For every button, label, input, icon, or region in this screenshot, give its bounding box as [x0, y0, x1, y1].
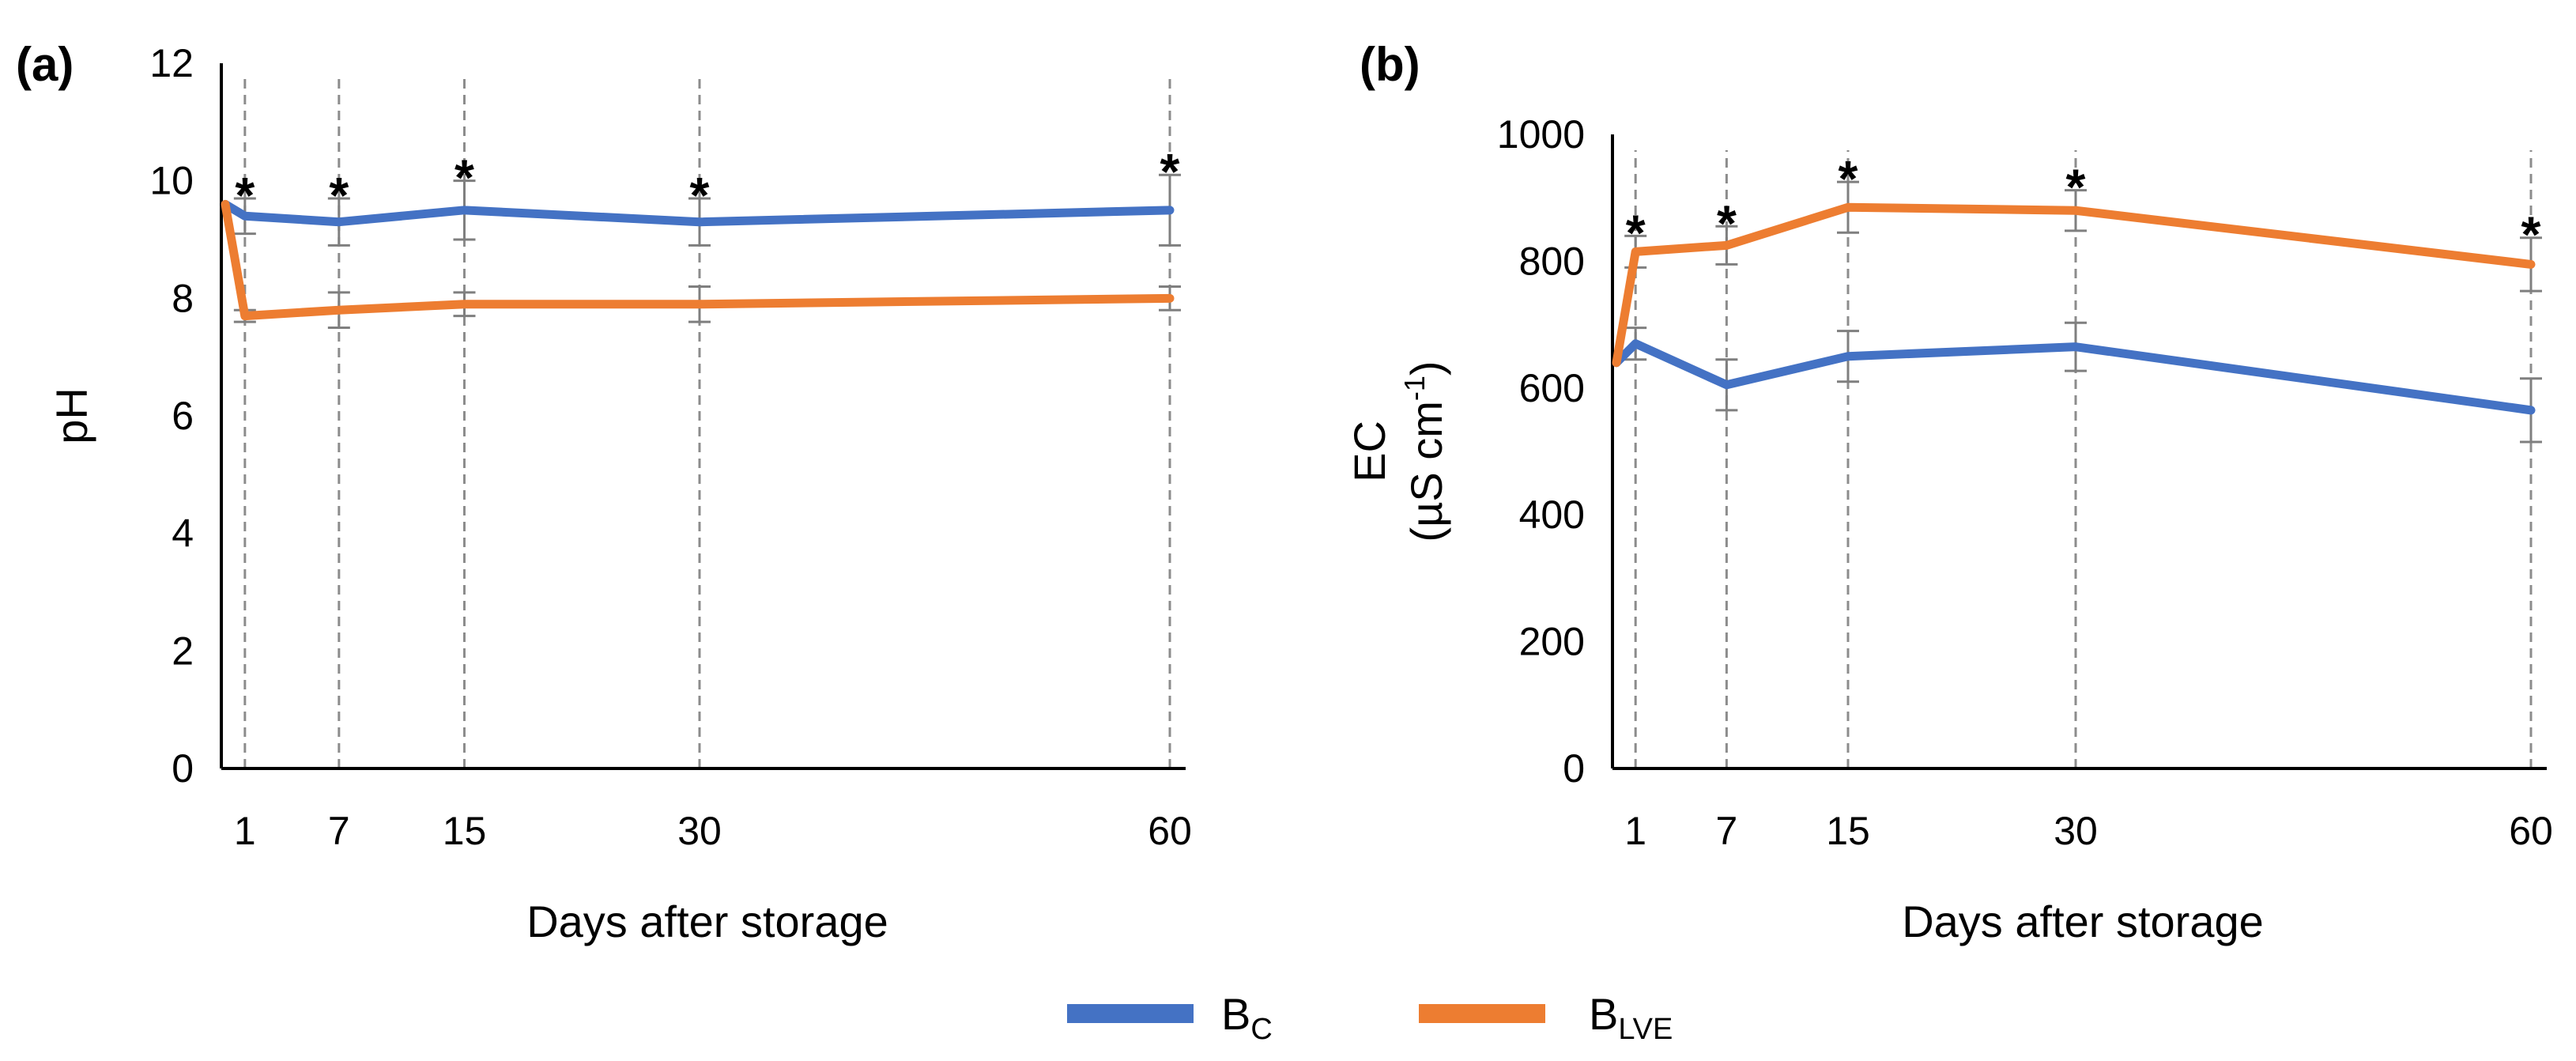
panel-b-ec-chart: (b) 0 200 400 600 800 1000 1 7 15 30 60 Days after s…: [1345, 38, 2553, 946]
panel-b-y-tick-label: 1000: [1497, 112, 1585, 157]
panel-a-x-tick-label: 7: [328, 809, 350, 853]
panel-a-significance-star: *: [454, 149, 474, 206]
legend-label-B-LVE: BLVE: [1589, 989, 1673, 1046]
panel-b-significance-star: *: [1717, 194, 1737, 251]
panel-a-ph-chart: (a) 0 2 4 6 8 10 12 1 7 15 30 60 Days after storage pH…: [16, 38, 1192, 946]
panel-b-label: (b): [1360, 38, 1420, 91]
panel-b-series-line-B_LVE: [1612, 202, 2536, 368]
panel-b-y-axis-title-line1: EC: [1345, 421, 1394, 482]
panel-b-x-tick-label: 30: [2054, 809, 2098, 853]
panel-a-y-tick-label: 10: [149, 159, 194, 203]
legend-label-base: B: [1221, 989, 1250, 1039]
panel-b-significance-star: *: [1839, 150, 1858, 207]
panel-b-y-axis-title-superscript: -1: [1398, 376, 1431, 401]
panel-b-significance-star: *: [2066, 159, 2086, 216]
panel-b-y-axis-title-close: ): [1401, 361, 1451, 376]
panel-a-x-axis-title: Days after storage: [526, 897, 888, 946]
panel-a-significance-star: *: [235, 167, 255, 224]
panel-a-y-tick-label: 12: [149, 41, 194, 85]
panel-b-x-tick-label: 7: [1715, 809, 1737, 853]
panel-a-y-tick-label: 4: [172, 512, 194, 556]
panel-a-x-tick-label: 1: [234, 809, 256, 853]
legend-label-base: B: [1589, 989, 1618, 1039]
panel-b-y-tick-label: 200: [1519, 620, 1585, 664]
panel-b-y-tick-label: 600: [1519, 366, 1585, 410]
panel-a-significance-star: *: [329, 167, 349, 224]
panel-a-y-tick-label: 8: [172, 276, 194, 320]
panel-b-y-tick-label: 800: [1519, 239, 1585, 283]
panel-b-x-tick-label: 1: [1624, 809, 1646, 853]
legend-label-subscript: C: [1250, 1013, 1272, 1046]
legend-label-subscript: LVE: [1618, 1013, 1673, 1046]
panel-b-x-tick-label: 60: [2509, 809, 2553, 853]
panel-a-label: (a): [16, 38, 74, 91]
legend-label-B-C: BC: [1221, 989, 1273, 1046]
panel-a-significance-star: *: [690, 167, 710, 224]
panel-b-x-tick-label: 15: [1826, 809, 1870, 853]
panel-a-significance-star: *: [1160, 143, 1180, 200]
panel-b-significance-star: *: [2521, 206, 2541, 263]
panel-b-y-tick-label: 0: [1563, 746, 1585, 791]
legend: BC BLVE: [1067, 989, 1673, 1046]
panel-a-x-tick-label: 30: [677, 809, 722, 853]
panel-a-y-axis-title-text: pH: [47, 387, 96, 444]
panel-a-series-line-B_LVE: [221, 199, 1175, 321]
panel-b-y-axis-title: EC (µS cm-1): [1345, 361, 1451, 542]
panel-b-x-axis-title: Days after storage: [1902, 897, 2264, 946]
panel-a-y-tick-label: 0: [172, 746, 194, 791]
panel-a-series-line-B_C: [221, 199, 1175, 227]
panel-b-significance-star: *: [1626, 204, 1646, 261]
panel-a-y-tick-label: 2: [172, 629, 194, 673]
panel-b-series-line-B_C: [1612, 339, 2536, 415]
panel-a-x-tick-label: 60: [1148, 809, 1192, 853]
panel-b-y-tick-label: 400: [1519, 493, 1585, 537]
panel-b-y-axis-title-line2: (µS cm: [1401, 401, 1451, 542]
panel-a-x-tick-label: 15: [443, 809, 487, 853]
panel-a-y-tick-label: 6: [172, 394, 194, 438]
panel-a-y-axis-title: pH: [47, 387, 96, 444]
